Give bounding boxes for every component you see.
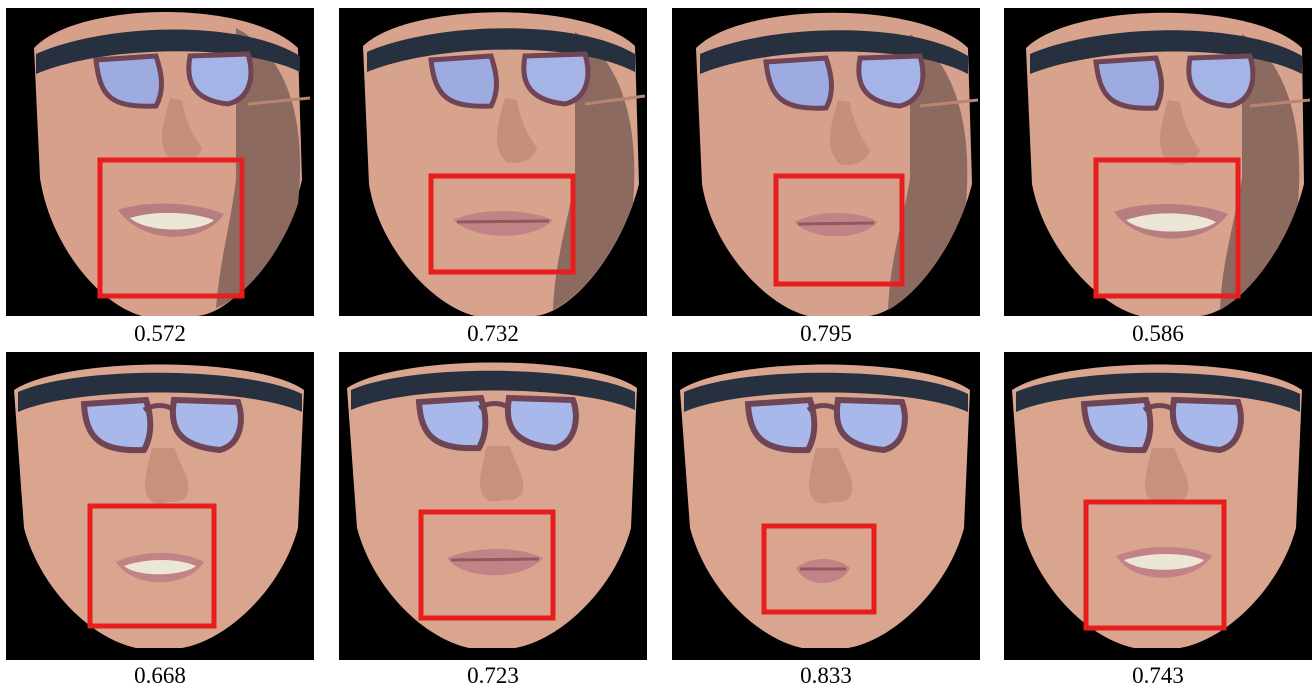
face-illustration [672, 8, 980, 316]
similarity-score: 0.743 [1132, 663, 1184, 688]
similarity-score: 0.723 [467, 663, 519, 688]
similarity-score: 0.668 [134, 663, 186, 688]
similarity-score: 0.795 [800, 321, 852, 346]
face-image [1004, 8, 1312, 316]
face-illustration [339, 8, 647, 316]
face-illustration [6, 8, 314, 316]
face-image [672, 352, 980, 660]
face-image [672, 8, 980, 316]
similarity-score: 0.732 [467, 321, 519, 346]
similarity-score: 0.572 [134, 321, 186, 346]
face-image [339, 8, 647, 316]
face-image [6, 352, 314, 660]
face-illustration [672, 352, 980, 660]
face-image [6, 8, 314, 316]
face-illustration [1004, 8, 1312, 316]
face-illustration [6, 352, 314, 660]
similarity-score: 0.586 [1132, 321, 1184, 346]
face-illustration [339, 352, 647, 660]
face-image [339, 352, 647, 660]
face-illustration [1004, 352, 1312, 660]
similarity-score: 0.833 [800, 663, 852, 688]
face-image [1004, 352, 1312, 660]
